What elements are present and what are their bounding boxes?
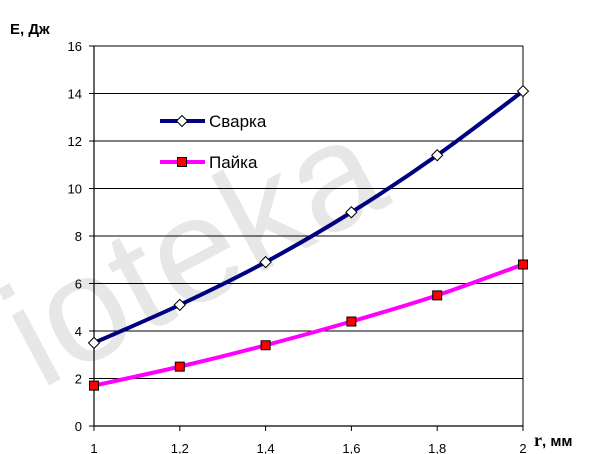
x-tick-label: 1 — [90, 441, 97, 454]
data-point-Сварка — [259, 255, 272, 269]
data-point-Пайка — [432, 290, 443, 301]
y-axis-title: E, Дж — [10, 21, 50, 38]
legend-label-Сварка: Сварка — [209, 112, 267, 131]
x-axis-title: r, мм — [534, 430, 573, 450]
y-tick-label: 0 — [75, 419, 82, 434]
data-point-Пайка — [346, 316, 357, 327]
data-point-Пайка — [260, 340, 271, 351]
x-tick-label: 1,4 — [257, 441, 275, 454]
series-line-Сварка — [93, 89, 525, 345]
legend-marker-Пайка — [177, 157, 187, 167]
data-point-Сварка — [345, 206, 358, 219]
y-tick-label: 8 — [75, 229, 82, 244]
x-axis-unit: , мм — [542, 433, 573, 450]
data-point-Сварка — [430, 149, 444, 162]
data-point-Пайка — [174, 361, 185, 372]
x-tick-label: 1,2 — [171, 441, 189, 454]
legend-marker-Сварка — [175, 114, 189, 128]
data-point-Пайка — [518, 259, 528, 270]
data-point-Пайка — [89, 380, 99, 391]
watermark: ioteka — [0, 82, 409, 419]
legend-label-Пайка: Пайка — [209, 153, 258, 172]
y-tick-label: 12 — [68, 134, 82, 149]
y-tick-label: 16 — [68, 39, 82, 54]
axes — [89, 45, 524, 431]
data-point-Сварка — [87, 336, 101, 350]
y-tick-label: 4 — [75, 324, 82, 339]
grid — [94, 45, 523, 379]
x-tick-label: 1,6 — [342, 441, 360, 454]
data-point-Сварка — [516, 84, 530, 98]
y-tick-label: 10 — [68, 182, 82, 197]
tick-labels: 0 2 4 6 8 10 12 14 16 1 1,2 1,4 1,6 1,8 2 — [68, 39, 527, 454]
x-axis-variable: r — [534, 430, 542, 450]
x-tick-label: 1,8 — [428, 441, 446, 454]
y-tick-label: 2 — [75, 372, 82, 387]
y-tick-label: 6 — [75, 277, 82, 292]
data-point-Сварка — [173, 298, 187, 312]
y-tick-label: 14 — [68, 87, 82, 102]
x-tick-label: 2 — [519, 441, 526, 454]
series-group — [87, 84, 530, 391]
legend: Сварка Пайка — [160, 112, 267, 172]
series-line-Пайка — [93, 262, 524, 388]
